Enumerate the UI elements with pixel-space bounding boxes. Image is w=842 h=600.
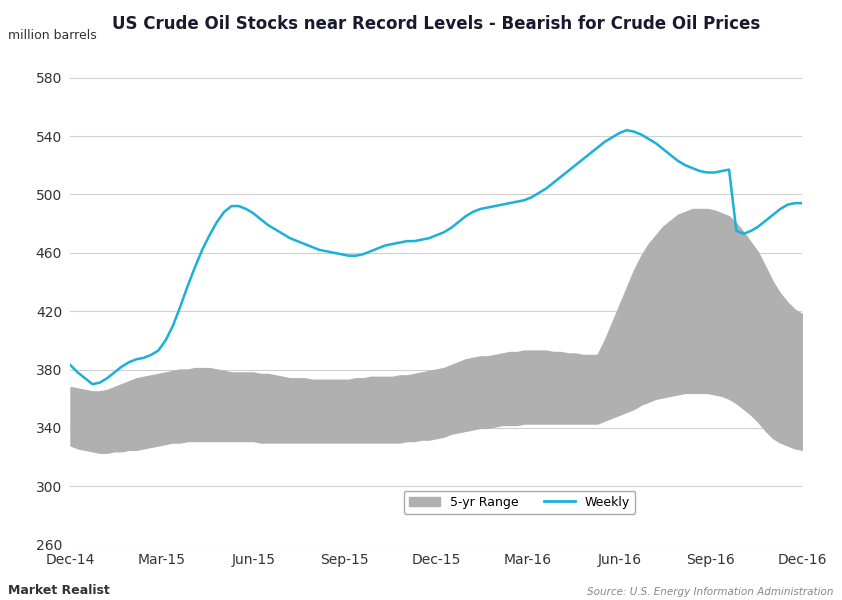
Legend: 5-yr Range, Weekly: 5-yr Range, Weekly xyxy=(403,491,635,514)
Title: US Crude Oil Stocks near Record Levels - Bearish for Crude Oil Prices: US Crude Oil Stocks near Record Levels -… xyxy=(112,15,760,33)
Text: million barrels: million barrels xyxy=(8,29,97,41)
Text: Market Realist: Market Realist xyxy=(8,584,110,597)
Text: Source: U.S. Energy Information Administration: Source: U.S. Energy Information Administ… xyxy=(587,587,834,597)
